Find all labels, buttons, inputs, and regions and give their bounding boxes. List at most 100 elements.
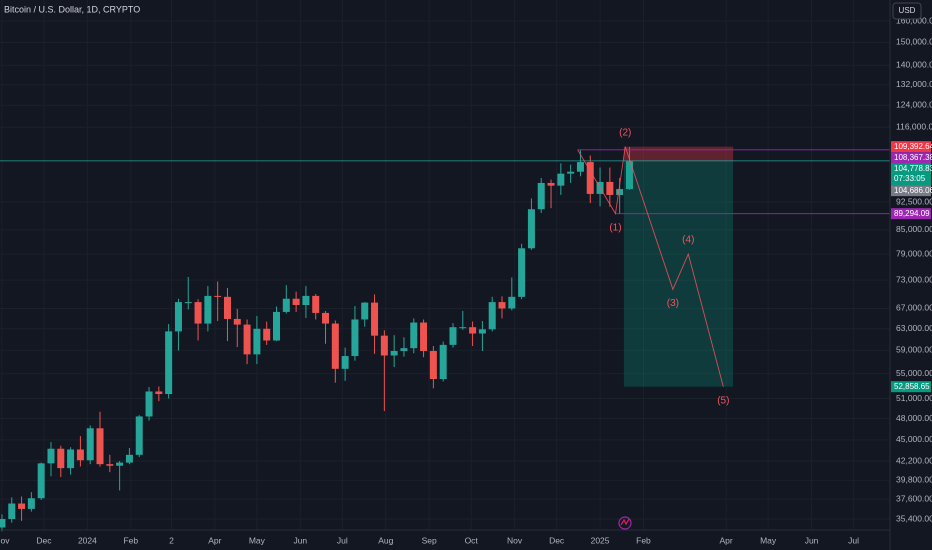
target-zone [623,160,734,387]
wave-line [577,146,724,387]
candle-body [322,312,330,324]
candle-body [0,519,6,528]
candle-body [145,391,153,417]
x-tick-label: Feb [636,535,651,545]
candle-body [459,327,467,329]
x-tick-label: Dec [549,535,565,545]
y-tick-label: 39,800.00 [896,475,932,485]
wave-label: (3) [667,298,679,309]
candle-body [76,449,84,461]
price-tag [891,185,931,197]
candle-body [616,189,624,195]
candle-body [174,302,182,332]
price-tag [891,152,931,164]
candle-body [204,295,212,324]
candle-body [508,296,516,309]
y-tick-label: 59,000.00 [896,345,932,355]
candle-body [518,248,526,297]
candle-body [312,295,320,313]
candle-body [116,462,124,466]
x-tick-label: Sep [422,535,437,545]
x-tick-label: Feb [123,535,138,545]
y-tick-label: 45,000.00 [896,434,932,444]
x-tick-label: 2025 [591,535,610,545]
x-tick-label: May [760,535,777,545]
y-tick-label: 51,000.00 [896,393,932,403]
candle-body [292,298,300,306]
y-tick-label: 140,000.00 [896,59,932,69]
candle-body [165,331,173,395]
y-tick-label: 116,000.00 [896,122,932,132]
currency-button[interactable] [892,2,922,20]
x-tick-label: Jul [337,535,348,545]
y-tick-label: 42,200.00 [896,455,932,465]
y-tick-label: 85,000.00 [896,224,932,234]
candle-body [380,335,388,356]
x-tick-label: Jun [805,535,819,545]
y-tick-label: 79,000.00 [896,248,932,258]
candle-body [498,302,506,309]
x-tick-label: Apr [208,535,221,545]
candle-body [96,428,104,465]
candle-body [184,302,192,304]
candle-body [233,318,241,325]
candle-body [625,161,633,190]
candle-body [27,498,35,509]
candle-body [57,448,65,469]
candle-body [331,323,339,369]
currency-label[interactable]: USD [899,6,916,15]
candle-body [390,350,398,356]
candle-body [537,182,545,210]
candle-body [586,162,594,194]
price-tag-label: 108,367.38 [894,153,932,162]
candle-body [302,295,310,306]
price-tag-label: 104,778.83 [894,164,932,173]
x-tick-label: Aug [378,535,393,545]
price-tag-label: 104,686.06 [894,186,932,195]
candle-body [439,344,447,380]
candle-body [449,327,457,345]
chart-title: Bitcoin / U.S. Dollar, 1D, CRYPTO [4,4,140,14]
candle-body [86,428,94,461]
candle-body [488,302,496,330]
candle-body [429,350,437,380]
stop-zone [623,146,734,161]
candle-body [420,322,428,351]
candle-body [214,295,222,297]
x-tick-label: Nov [507,535,523,545]
candle-body [223,296,231,319]
candle-body [272,311,280,341]
y-tick-label: 37,600.00 [896,493,932,503]
price-tag-label: 52,858.65 [894,382,930,391]
candle-body [469,327,477,334]
wave-label: (4) [682,235,694,246]
candle-body [341,356,349,369]
y-tick-label: 35,400.00 [896,513,932,523]
logo-icon [618,516,632,530]
candle-body [567,171,575,174]
candle-body [282,298,290,312]
candle-body [478,329,486,334]
wave-label: (1) [609,222,621,233]
candle-body [243,324,251,355]
x-tick-label: Oct [465,535,479,545]
x-tick-label: 2 [169,535,174,545]
wave-label: (2) [619,127,631,138]
y-tick-label: 73,000.00 [896,274,932,284]
candle-body [400,348,408,351]
price-tag [891,163,931,186]
candle-body [125,454,133,463]
candle-body [361,302,369,320]
price-tag [891,208,931,220]
y-tick-label: 132,000.00 [896,79,932,89]
price-tag-label: 109,392.64 [894,142,932,151]
price-tag [891,381,931,393]
candle-body [527,209,535,249]
candle-body [371,302,379,336]
x-tick-label: Jul [848,535,859,545]
x-tick-label: Nov [0,535,10,545]
candle-body [253,328,261,355]
candle-body [67,449,75,469]
candle-body [194,302,202,324]
y-tick-label: 48,000.00 [896,413,932,423]
